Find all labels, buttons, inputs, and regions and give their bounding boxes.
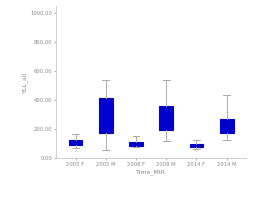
PathPatch shape [129,142,143,146]
PathPatch shape [99,98,113,133]
PathPatch shape [160,106,173,130]
X-axis label: Time_MIR: Time_MIR [136,170,166,175]
PathPatch shape [69,140,82,145]
Y-axis label: YLL_all: YLL_all [22,71,28,93]
PathPatch shape [190,144,203,147]
PathPatch shape [220,119,233,133]
